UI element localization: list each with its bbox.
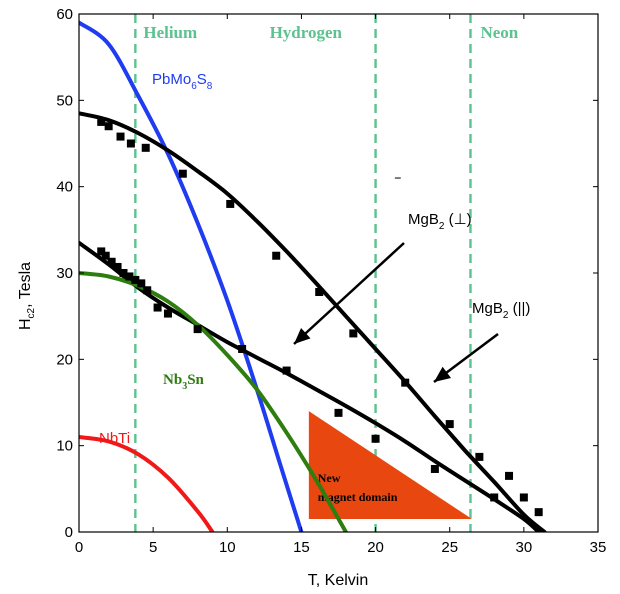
mgb2-parallel-curve [79, 111, 547, 532]
x-tick-label: 25 [441, 539, 458, 556]
y-tick-label: 50 [56, 92, 73, 109]
mgb2-perp-point [137, 279, 146, 288]
x-tick-label: 15 [293, 539, 310, 556]
mgb2-par-main: MgB [472, 300, 503, 317]
region-label-neon: Neon [480, 23, 518, 42]
y-axis-label-suffix: , Tesla [17, 262, 34, 308]
mgb2-perp-arrow-head [294, 328, 311, 344]
mgb2-perp-point [334, 408, 343, 417]
annotation-arrows [293, 177, 499, 383]
mgb2-parallel-point [505, 471, 514, 480]
mgb2-parallel-point [272, 251, 281, 260]
y-tick-label: 10 [56, 438, 73, 455]
series-curves [79, 20, 547, 532]
mgb2-parallel-point [315, 287, 324, 296]
mgb2-parallel-point [490, 493, 499, 502]
mgb2-perp-curve [79, 240, 541, 532]
y-tick-label: 30 [56, 265, 73, 282]
mgb2-perp-point [282, 366, 291, 375]
pbmo-mid: S [197, 71, 207, 88]
mgb2-perp-point [131, 275, 140, 284]
mgb2-perp-point [101, 251, 110, 260]
mgb2-perp-main: MgB [408, 211, 439, 228]
mgb2-parallel-point [116, 132, 125, 141]
series-label-mgb2-parallel: MgB2 (||) [472, 300, 530, 321]
mgb2-parallel-point [349, 329, 358, 338]
mgb2-parallel-point [519, 493, 528, 502]
x-tick-label: 10 [219, 539, 236, 556]
mgb2-perp-point [143, 286, 152, 295]
y-axis-label-sub: c2 [26, 307, 37, 318]
series-label-mgb2-perp: MgB2 (⊥) [408, 211, 472, 232]
mgb2-parallel-arrow-head [434, 366, 451, 382]
mgb2-perp-tail: (⊥) [444, 211, 471, 228]
mgb2-par-tail: (||) [508, 300, 530, 317]
mgb2-parallel-point [104, 122, 113, 131]
pbmo-sub1: 6 [191, 81, 197, 92]
mgb2-parallel-point [97, 117, 106, 126]
nb3sn-tail: Sn [187, 372, 204, 388]
y-tick-label: 40 [56, 179, 73, 196]
domain-label-line2: magnet domain [318, 490, 398, 504]
x-tick-label: 5 [149, 539, 157, 556]
mgb2-parallel-point [226, 199, 235, 208]
pbmo-main: PbMo [152, 71, 191, 88]
mgb2-perp-sub: 2 [439, 221, 445, 232]
mgb2-perp-point [97, 247, 106, 256]
y-tick-label: 60 [56, 6, 73, 23]
x-tick-label: 20 [367, 539, 384, 556]
x-tick-label: 30 [516, 539, 533, 556]
nbti-curve [79, 435, 215, 532]
data-points [97, 117, 543, 517]
series-label-nb3sn: Nb3Sn [163, 372, 205, 392]
nb3sn-main: Nb [163, 372, 182, 388]
nb3sn-sub: 3 [182, 381, 187, 392]
mgb2-parallel-point [401, 378, 410, 387]
mgb2-perp-point [119, 269, 128, 277]
mgb2-perp-point [371, 434, 380, 443]
mgb2-perp-point [238, 344, 247, 353]
y-tick-label: 20 [56, 351, 73, 368]
nb3sn-curve [79, 271, 348, 532]
series-label-nbti: NbTi [99, 430, 130, 447]
mgb2-perp-point [430, 464, 439, 473]
y-axis-label: Hc2, Tesla [17, 262, 37, 330]
mgb2-perp-point [163, 309, 172, 318]
mgb2-perp-point [193, 325, 202, 334]
y-tick-label: 0 [65, 524, 73, 541]
mgb2-perp-point [107, 257, 116, 266]
temperature-regions: Helium Hydrogen Neon [134, 14, 519, 532]
mgb2-parallel-point [178, 169, 187, 178]
mgb2-parallel-point [475, 452, 484, 461]
mgb2-par-sub: 2 [503, 310, 509, 321]
pbmo6s8-curve [79, 20, 304, 532]
mgb2-perp-point [153, 303, 162, 312]
pbmo-sub2: 8 [207, 81, 213, 92]
mgb2-perp-arrow-shaft [293, 242, 405, 345]
region-label-hydrogen: Hydrogen [270, 23, 343, 42]
mgb2-perp-point [125, 272, 134, 281]
mgb2-parallel-point [126, 139, 135, 148]
axis-ticks: 0 5 10 15 20 25 30 35 0 10 20 30 40 50 60 [56, 6, 606, 556]
x-tick-label: 35 [590, 539, 607, 556]
x-axis-label: T, Kelvin [308, 572, 368, 589]
domain-label-line1: New [318, 471, 341, 485]
mgb2-parallel-point [141, 143, 150, 152]
new-magnet-domain-triangle [308, 411, 472, 520]
mgb2-parallel-point [445, 420, 454, 429]
region-label-helium: Helium [143, 23, 197, 42]
mgb2-parallel-point [534, 508, 543, 517]
y-axis-label-main: H [17, 318, 34, 330]
series-label-pbmo6s8: PbMo6S8 [152, 71, 213, 92]
mgb2-perp-point [113, 262, 122, 271]
x-tick-label: 0 [75, 539, 83, 556]
